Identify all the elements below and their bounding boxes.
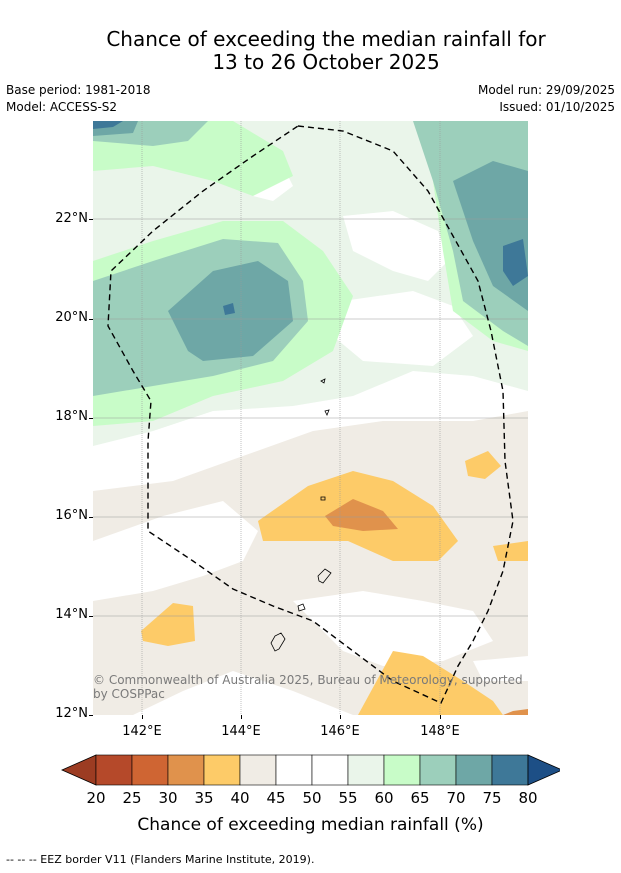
zone-50-55-a: [343, 211, 448, 281]
zone-80-plus-b: [93, 121, 123, 129]
colorbar-tick-label: 20: [86, 789, 106, 807]
copyright-line-1: © Commonwealth of Australia 2025, Bureau…: [93, 673, 523, 687]
zone-30-35-b: [503, 709, 528, 715]
title-line-1: Chance of exceeding the median rainfall …: [106, 27, 546, 51]
colorbar-segment: [419, 754, 457, 786]
lat-label-22: 22°N: [55, 211, 88, 226]
colorbar-segment: [347, 754, 385, 786]
islands: [270, 378, 332, 652]
colorbar-segment: [491, 754, 529, 786]
lat-tick: [89, 418, 93, 419]
base-period: Base period: 1981-2018: [6, 83, 151, 97]
colorbar-tick-label: 65: [410, 789, 430, 807]
zone-80-plus-c: [223, 303, 235, 315]
lon-label-144: 144°E: [221, 724, 261, 739]
colorbar-segment: [95, 754, 133, 786]
zone-80-plus-a: [503, 239, 528, 286]
lat-tick: [89, 616, 93, 617]
zone-50-55-c: [333, 291, 473, 366]
colorbar-tick-label: 30: [158, 789, 178, 807]
lat-tick: [89, 319, 93, 320]
zone-45-50-b: [293, 591, 493, 666]
colorbar-segment: [203, 754, 241, 786]
colorbar-segment: [131, 754, 169, 786]
zone-35-40-e: [358, 651, 503, 715]
lon-label-148: 148°E: [420, 724, 460, 739]
colorbar-arrow-high: [527, 754, 560, 786]
zone-35-40-b: [141, 603, 195, 646]
colorbar-title: Chance of exceeding median rainfall (%): [137, 815, 484, 835]
lon-gridlines: [141, 121, 441, 715]
lat-label-16: 16°N: [55, 508, 88, 523]
lon-tick: [440, 715, 441, 719]
issued-date: Issued: 01/10/2025: [499, 100, 615, 114]
eez-legend-note: -- -- -- EEZ border V11 (Flanders Marine…: [6, 853, 315, 866]
colorbar-segment: [275, 754, 313, 786]
colorbar-segment: [167, 754, 205, 786]
zone-45-50-c: [473, 656, 528, 681]
model-run: Model run: 29/09/2025: [477, 83, 615, 97]
colorbar-tick-label: 55: [338, 789, 358, 807]
title-line-2: 13 to 26 October 2025: [212, 50, 440, 74]
colorbar-tick-label: 40: [230, 789, 250, 807]
lon-label-146: 146°E: [320, 724, 360, 739]
lat-label-14: 14°N: [55, 607, 88, 622]
lon-label-142: 142°E: [122, 724, 162, 739]
copyright-notice: © Commonwealth of Australia 2025, Bureau…: [93, 673, 523, 701]
lat-gridlines: [93, 218, 528, 617]
model-name: Model: ACCESS-S2: [6, 100, 118, 114]
zone-45-50-a: [93, 501, 258, 601]
colorbar-tick-label: 60: [374, 789, 394, 807]
lat-tick: [89, 517, 93, 518]
colorbar-segment: [311, 754, 349, 786]
colorbar: [61, 754, 560, 786]
colorbar-tick-label: 25: [122, 789, 142, 807]
colorbar-tick-label: 35: [194, 789, 214, 807]
zone-35-40-c: [465, 451, 501, 479]
colorbar-tick-label: 80: [518, 789, 538, 807]
colorbar-tick-label: 50: [302, 789, 322, 807]
lat-label-18: 18°N: [55, 409, 88, 424]
lat-label-12: 12°N: [55, 706, 88, 721]
colorbar-segment: [239, 754, 277, 786]
map-canvas: [93, 121, 528, 715]
rainfall-map: [93, 121, 528, 715]
eez-border: [107, 125, 514, 704]
lon-tick: [241, 715, 242, 719]
lon-tick: [340, 715, 341, 719]
lon-tick: [142, 715, 143, 719]
copyright-line-2: by COSPPac: [93, 687, 165, 701]
lat-label-20: 20°N: [55, 310, 88, 325]
colorbar-tick-label: 75: [482, 789, 502, 807]
colorbar-segment: [455, 754, 493, 786]
lat-tick: [89, 715, 93, 716]
colorbar-arrow-low: [61, 754, 97, 786]
zone-35-40-d: [493, 541, 528, 561]
zone-30-35-a: [325, 499, 398, 531]
colorbar-segment: [383, 754, 421, 786]
colorbar-tick-label: 70: [446, 789, 466, 807]
lat-tick: [89, 219, 93, 220]
colorbar-tick-label: 45: [266, 789, 286, 807]
map-title: Chance of exceeding the median rainfall …: [0, 28, 621, 74]
